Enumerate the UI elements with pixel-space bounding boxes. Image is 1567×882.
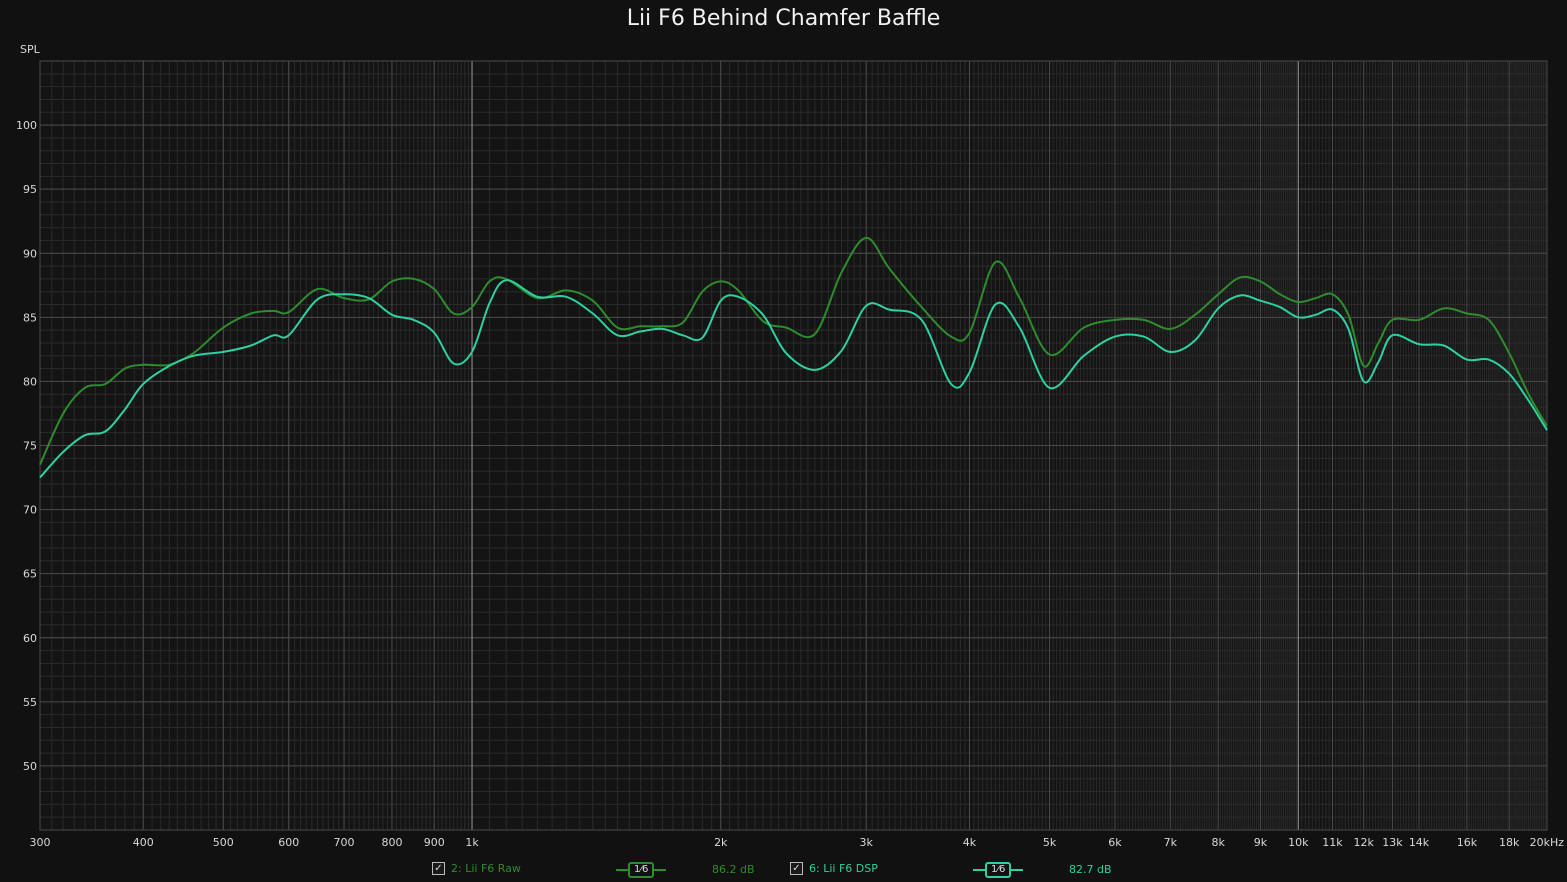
x-tick-label: 4k <box>963 836 977 849</box>
y-tick-label: 70 <box>23 504 37 517</box>
x-tick-label: 2k <box>714 836 728 849</box>
y-tick-label: 95 <box>23 183 37 196</box>
legend-label-raw: 2: Lii F6 Raw <box>451 862 521 875</box>
smoothing-label-raw: 1⁄6 <box>628 862 655 878</box>
x-tick-label: 13k <box>1382 836 1403 849</box>
legend-item-dsp[interactable]: ✓ 6: Lii F6 DSP <box>790 862 878 875</box>
y-tick-label: 85 <box>23 311 37 324</box>
smoothing-control-raw[interactable]: 1⁄6 <box>616 862 667 878</box>
x-tick-label: 6k <box>1108 836 1122 849</box>
series-line-dsp <box>39 279 1548 479</box>
y-tick-label: 80 <box>23 375 37 388</box>
smoothing-control-dsp[interactable]: 1⁄6 <box>973 862 1024 878</box>
smoothing-label-dsp: 1⁄6 <box>985 862 1012 878</box>
x-tick-label: 500 <box>213 836 234 849</box>
x-tick-label: 18k <box>1499 836 1520 849</box>
x-tick-label: 800 <box>381 836 402 849</box>
x-tick-label: 10k <box>1288 836 1309 849</box>
y-tick-label: 50 <box>23 760 37 773</box>
x-tick-label: 700 <box>334 836 355 849</box>
chart-title: Lii F6 Behind Chamfer Baffle <box>626 6 941 31</box>
x-tick-label: 9k <box>1254 836 1268 849</box>
y-tick-label: 75 <box>23 440 37 453</box>
y-tick-label: 65 <box>23 568 37 581</box>
series-line-raw <box>39 236 1548 466</box>
x-tick-label: 1k <box>465 836 479 849</box>
x-tick-label: 900 <box>424 836 445 849</box>
x-tick-label: 600 <box>278 836 299 849</box>
x-tick-label: 5k <box>1043 836 1057 849</box>
y-axis-label: SPL <box>20 43 41 56</box>
y-tick-label: 60 <box>23 632 37 645</box>
checkbox-dsp[interactable]: ✓ <box>790 862 803 875</box>
x-tick-label: 8k <box>1212 836 1226 849</box>
x-tick-label: 11k <box>1322 836 1343 849</box>
legend-item-raw[interactable]: ✓ 2: Lii F6 Raw <box>432 862 521 875</box>
x-tick-label: 3k <box>860 836 874 849</box>
level-raw: 86.2 dB <box>712 863 755 876</box>
y-tick-label: 55 <box>23 696 37 709</box>
y-tick-label: 90 <box>23 247 37 260</box>
x-tick-label: 7k <box>1164 836 1178 849</box>
legend-label-dsp: 6: Lii F6 DSP <box>809 862 878 875</box>
frequency-response-plot[interactable]: 50 55 60 65 70 75 80 85 90 95 100 300 400 500 600 700 80… <box>0 0 1567 862</box>
x-tick-label: 16k <box>1457 836 1478 849</box>
x-tick-label: 12k <box>1354 836 1375 849</box>
plot-border <box>39 60 1548 831</box>
y-tick-label: 100 <box>16 119 37 132</box>
checkbox-raw[interactable]: ✓ <box>432 862 445 875</box>
x-tick-label: 400 <box>133 836 154 849</box>
x-tick-label: 300 <box>30 836 51 849</box>
x-tick-label: 14k <box>1409 836 1430 849</box>
x-tick-label: 20kHz <box>1530 836 1565 849</box>
level-dsp: 82.7 dB <box>1069 863 1112 876</box>
